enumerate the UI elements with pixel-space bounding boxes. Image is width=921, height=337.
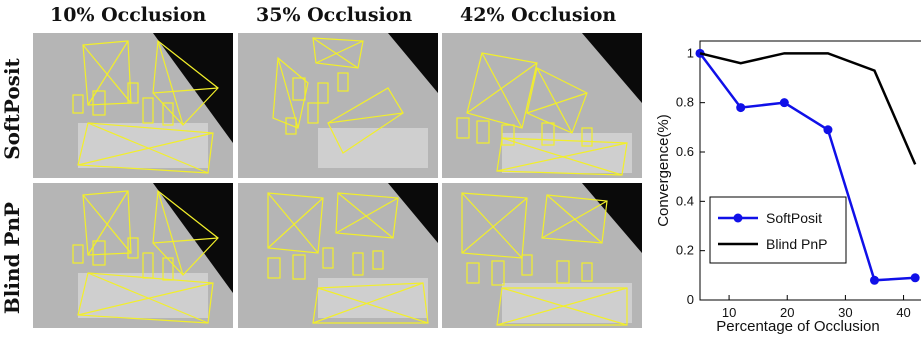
image-blindpnp-35 bbox=[238, 183, 438, 328]
y-axis-label: Convergence(%) bbox=[655, 114, 672, 227]
y-tick-label: 0.2 bbox=[676, 243, 694, 258]
legend-marker bbox=[733, 213, 743, 223]
y-tick-label: 0 bbox=[687, 292, 694, 307]
y-tick-label: 0.6 bbox=[676, 144, 694, 159]
x-tick-label: 10 bbox=[722, 305, 736, 320]
legend-label: SoftPosit bbox=[766, 210, 822, 226]
data-point bbox=[823, 125, 833, 135]
image-blindpnp-10 bbox=[33, 183, 233, 328]
series-line-0 bbox=[699, 52, 916, 282]
data-point bbox=[779, 98, 789, 108]
y-tick-label: 1 bbox=[687, 45, 694, 60]
column-title-10: 10% Occlusion bbox=[50, 4, 207, 26]
column-title-35: 35% Occlusion bbox=[256, 4, 413, 26]
x-axis-label: Percentage of Occlusion bbox=[716, 318, 879, 335]
data-point bbox=[736, 103, 746, 113]
column-title-42: 42% Occlusion bbox=[460, 4, 617, 26]
data-point bbox=[910, 273, 920, 283]
image-blindpnp-42 bbox=[442, 183, 642, 328]
series-line-1 bbox=[699, 52, 917, 165]
legend-label: Blind PnP bbox=[766, 236, 827, 252]
y-tick-label: 0.4 bbox=[676, 193, 694, 208]
x-tick-label: 40 bbox=[896, 305, 910, 320]
image-softposit-10 bbox=[33, 33, 233, 178]
image-softposit-35 bbox=[238, 33, 438, 178]
x-tick-label: 30 bbox=[838, 305, 852, 320]
legend-box bbox=[709, 196, 847, 264]
data-point bbox=[869, 275, 879, 285]
y-tick-label: 0.8 bbox=[676, 95, 694, 110]
x-tick-label: 20 bbox=[780, 305, 794, 320]
image-softposit-42 bbox=[442, 33, 642, 178]
